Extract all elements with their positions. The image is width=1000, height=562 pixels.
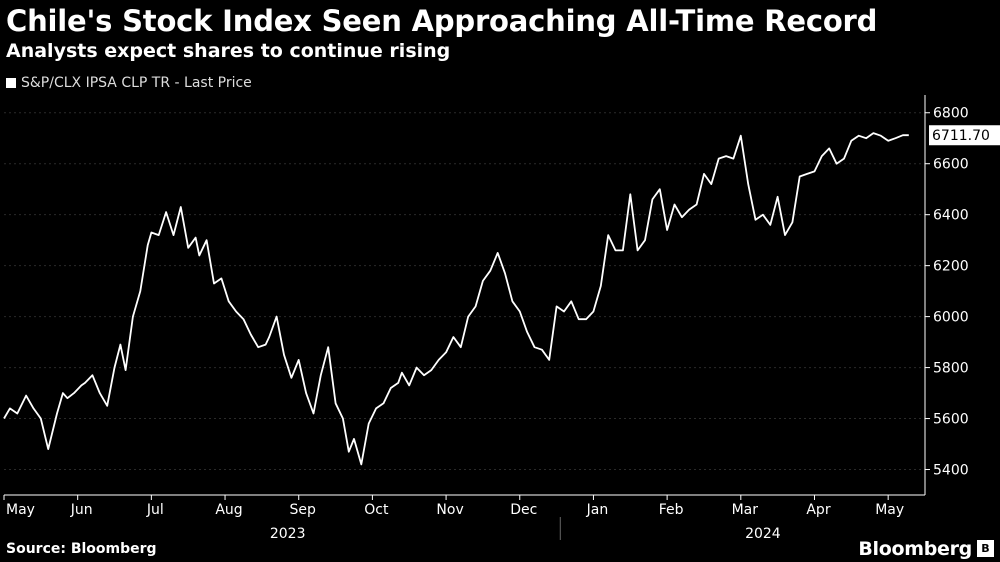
x-tick-label: Sep <box>290 502 317 518</box>
x-tick-label: Jan <box>586 502 609 518</box>
chart-title: Chile's Stock Index Seen Approaching All… <box>6 4 878 38</box>
y-tick-label: 6200 <box>933 259 969 275</box>
series-line-ipsa <box>3 132 909 466</box>
y-tick-label: 6000 <box>933 310 969 326</box>
x-tick-label: Nov <box>436 502 463 518</box>
x-tick-label: Mar <box>732 502 759 518</box>
x-tick-label: Apr <box>806 502 830 518</box>
x-tick-label: May <box>6 502 35 518</box>
x-year-label: 2023 <box>270 526 306 540</box>
gridlines <box>4 112 925 471</box>
x-tick-label: May <box>875 502 904 518</box>
series-layer <box>3 132 909 466</box>
y-tick-label: 5400 <box>933 463 969 479</box>
legend-swatch <box>6 78 16 88</box>
y-tick-label: 6400 <box>933 208 969 224</box>
chart-subtitle: Analysts expect shares to continue risin… <box>6 40 451 62</box>
brand-logo-text: Bloomberg <box>858 538 972 560</box>
x-tick-label: Aug <box>215 502 242 518</box>
last-value-box <box>929 125 1000 146</box>
y-tick-label: 5800 <box>933 361 969 377</box>
x-tick-label: Jun <box>70 502 93 518</box>
last-value-label: 6711.70 <box>932 128 990 144</box>
x-tick-label: Oct <box>364 502 389 518</box>
source-note: Source: Bloomberg <box>6 541 157 557</box>
labels: 5400 5600 5800 6000 6200 6400 6600 6800 May Jun Ju… <box>6 106 1000 540</box>
axes <box>3 95 930 540</box>
x-tick-label: Dec <box>510 502 537 518</box>
y-tick-label: 6800 <box>933 106 969 122</box>
bloomberg-terminal-icon: B <box>977 540 994 557</box>
legend: S&P/CLX IPSA CLP TR - Last Price <box>6 75 252 91</box>
line-chart: 5400 5600 5800 6000 6200 6400 6600 6800 May Jun Ju… <box>3 95 1000 540</box>
y-tick-label: 5600 <box>933 412 969 428</box>
x-tick-label: Jul <box>146 502 164 518</box>
x-tick-label: Feb <box>659 502 684 518</box>
x-year-label: 2024 <box>745 526 781 540</box>
y-tick-label: 6600 <box>933 157 969 173</box>
legend-label: S&P/CLX IPSA CLP TR - Last Price <box>21 75 252 91</box>
